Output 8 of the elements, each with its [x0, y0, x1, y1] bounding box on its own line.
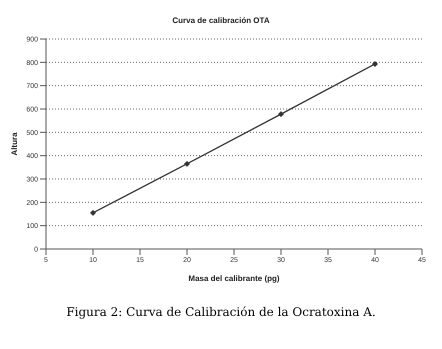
x-axis-title: Masa del calibrante (pg) — [188, 274, 280, 283]
point — [278, 111, 284, 118]
y-axis-title: Altura — [10, 132, 19, 156]
point — [372, 60, 378, 67]
point — [90, 210, 96, 216]
text: Figura 2: Curva de Calibración de la Ocratoxina A. — [65, 305, 377, 319]
chart-title: Curva de calibración OTA — [171, 15, 271, 25]
point — [184, 160, 190, 167]
